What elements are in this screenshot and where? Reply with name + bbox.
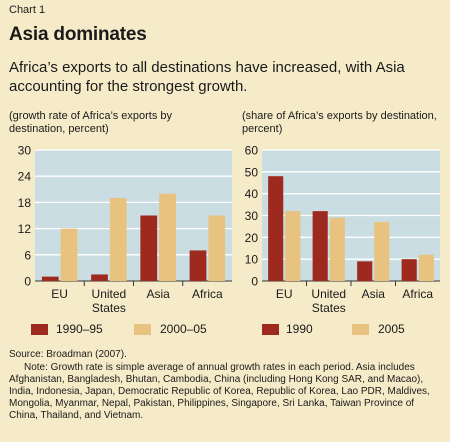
y-tick-label: 18 — [18, 196, 32, 210]
legend-swatch-series2 — [134, 324, 151, 335]
x-tick-label: Africa — [402, 287, 433, 301]
x-tick-label: Asia — [362, 287, 386, 301]
x-tick-label: EU — [276, 287, 293, 301]
legend-label-series2: 2005 — [378, 322, 405, 336]
bar — [189, 250, 207, 281]
bar — [208, 215, 226, 281]
bar — [357, 261, 373, 281]
bar — [374, 222, 390, 281]
bar — [401, 259, 417, 281]
x-tick-label: Asia — [146, 287, 170, 301]
y-tick-label: 0 — [251, 275, 258, 289]
chart-subtitle: Africa’s exports to all destinations hav… — [9, 59, 405, 95]
bar — [41, 276, 59, 281]
footnote-text: Note: Growth rate is simple average of a… — [9, 362, 430, 421]
legend-label-series1: 1990–95 — [56, 322, 103, 336]
left-chart-ylabel: (growth rate of Africa’s exports by dest… — [9, 110, 173, 135]
x-tick-label: Africa — [192, 287, 223, 301]
x-tick-label: States — [92, 301, 126, 315]
bar — [268, 176, 284, 281]
legend-swatch-series1 — [262, 324, 279, 335]
bar — [329, 217, 345, 281]
y-tick-label: 20 — [245, 231, 259, 245]
x-tick-label: United — [92, 287, 127, 301]
bar — [60, 228, 78, 281]
source-note: Source: Broadman (2007). — [9, 349, 127, 360]
x-tick-label: United — [311, 287, 346, 301]
y-tick-label: 6 — [24, 248, 31, 262]
bar — [91, 274, 108, 281]
y-tick-label: 10 — [245, 253, 259, 267]
chart-number-label: Chart 1 — [9, 4, 46, 16]
y-tick-label: 24 — [18, 170, 32, 184]
right-chart-ylabel: (share of Africa’s exports by destinatio… — [242, 110, 437, 135]
x-tick-label: EU — [51, 287, 68, 301]
y-tick-label: 30 — [18, 144, 32, 158]
legend-label-series2: 2000–05 — [160, 322, 207, 336]
footnote: Note: Growth rate is simple average of a… — [9, 362, 445, 422]
bar — [140, 215, 158, 281]
y-tick-label: 60 — [245, 144, 259, 158]
legend-swatch-series1 — [31, 324, 48, 335]
y-tick-label: 0 — [24, 275, 31, 289]
bar — [418, 254, 434, 281]
chart-title: Asia dominates — [9, 24, 147, 45]
legend-swatch-series2 — [352, 324, 369, 335]
x-tick-label: States — [312, 301, 346, 315]
y-tick-label: 30 — [245, 209, 259, 223]
y-tick-label: 50 — [245, 165, 259, 179]
bar — [109, 198, 127, 281]
y-tick-label: 12 — [18, 222, 32, 236]
bar — [312, 211, 328, 281]
bar — [285, 211, 301, 281]
y-tick-label: 40 — [245, 187, 259, 201]
legend-label-series1: 1990 — [286, 322, 313, 336]
bar — [159, 193, 176, 281]
